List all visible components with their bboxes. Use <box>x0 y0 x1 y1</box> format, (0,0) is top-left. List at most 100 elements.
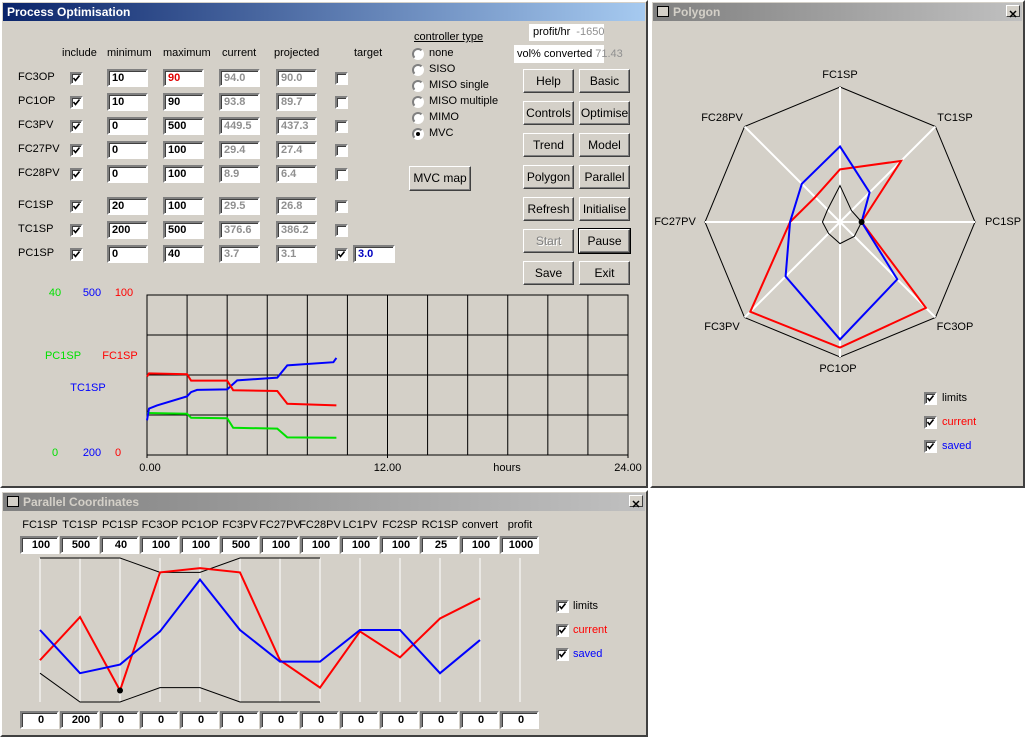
close-button[interactable] <box>1006 5 1020 18</box>
button[interactable]: Parallel <box>579 165 630 189</box>
max-field[interactable]: 25 <box>420 536 459 554</box>
projected-field[interactable]: 6.4 <box>276 165 317 183</box>
max-field[interactable]: 40 <box>100 536 139 554</box>
button[interactable]: Optimise <box>579 101 630 125</box>
button[interactable]: Basic <box>579 69 630 93</box>
button[interactable]: Save <box>523 261 574 285</box>
radio-button[interactable] <box>412 128 424 140</box>
projected-field[interactable]: 27.4 <box>276 141 317 159</box>
current-field[interactable]: 93.8 <box>219 93 260 111</box>
projected-field[interactable]: 26.8 <box>276 197 317 215</box>
minimum-field[interactable]: 0 <box>107 117 148 135</box>
max-field[interactable]: 1000 <box>500 536 539 554</box>
minimum-field[interactable]: 200 <box>107 221 148 239</box>
minimum-field[interactable]: 0 <box>107 141 148 159</box>
maximum-field[interactable]: 500 <box>163 117 204 135</box>
button[interactable]: MVC map <box>409 166 471 191</box>
legend-checkbox[interactable] <box>556 600 569 613</box>
min-field[interactable]: 0 <box>340 711 379 729</box>
target-checkbox[interactable] <box>335 144 348 157</box>
max-field[interactable]: 100 <box>20 536 59 554</box>
projected-field[interactable]: 3.1 <box>276 245 317 263</box>
button[interactable]: Polygon <box>523 165 574 189</box>
close-button[interactable] <box>629 495 643 508</box>
radio-button[interactable] <box>412 96 424 108</box>
max-field[interactable]: 100 <box>180 536 219 554</box>
min-field[interactable]: 0 <box>300 711 339 729</box>
target-checkbox[interactable] <box>335 120 348 133</box>
max-field[interactable]: 100 <box>260 536 299 554</box>
radio-button[interactable] <box>412 64 424 76</box>
radio-button[interactable] <box>412 112 424 124</box>
minimum-field[interactable]: 20 <box>107 197 148 215</box>
min-field[interactable]: 200 <box>60 711 99 729</box>
min-field[interactable]: 0 <box>380 711 419 729</box>
current-field[interactable]: 449.5 <box>219 117 260 135</box>
target-field[interactable]: 3.0 <box>353 245 395 263</box>
radio-button[interactable] <box>412 80 424 92</box>
target-checkbox[interactable] <box>335 96 348 109</box>
maximum-field[interactable]: 100 <box>163 197 204 215</box>
max-field[interactable]: 500 <box>220 536 259 554</box>
current-field[interactable]: 8.9 <box>219 165 260 183</box>
include-checkbox[interactable] <box>70 96 83 109</box>
legend-checkbox[interactable] <box>556 648 569 661</box>
max-field[interactable]: 100 <box>340 536 379 554</box>
button[interactable]: Initialise <box>579 197 630 221</box>
include-checkbox[interactable] <box>70 120 83 133</box>
max-field[interactable]: 100 <box>140 536 179 554</box>
min-field[interactable]: 0 <box>500 711 539 729</box>
minimum-field[interactable]: 0 <box>107 165 148 183</box>
min-field[interactable]: 0 <box>460 711 499 729</box>
current-field[interactable]: 3.7 <box>219 245 260 263</box>
include-checkbox[interactable] <box>70 72 83 85</box>
target-checkbox[interactable] <box>335 224 348 237</box>
legend-checkbox[interactable] <box>924 416 937 429</box>
max-field[interactable]: 500 <box>60 536 99 554</box>
button[interactable]: Trend <box>523 133 574 157</box>
current-field[interactable]: 29.4 <box>219 141 260 159</box>
max-field[interactable]: 100 <box>380 536 419 554</box>
min-field[interactable]: 0 <box>220 711 259 729</box>
button[interactable]: Exit <box>579 261 630 285</box>
button[interactable]: Model <box>579 133 630 157</box>
current-field[interactable]: 376.6 <box>219 221 260 239</box>
max-field[interactable]: 100 <box>460 536 499 554</box>
target-checkbox[interactable] <box>335 72 348 85</box>
maximum-field[interactable]: 100 <box>163 141 204 159</box>
target-checkbox[interactable] <box>335 248 348 261</box>
maximum-field[interactable]: 500 <box>163 221 204 239</box>
target-checkbox[interactable] <box>335 200 348 213</box>
min-field[interactable]: 0 <box>100 711 139 729</box>
minimum-field[interactable]: 10 <box>107 69 148 87</box>
radio-button[interactable] <box>412 48 424 60</box>
include-checkbox[interactable] <box>70 224 83 237</box>
min-field[interactable]: 0 <box>140 711 179 729</box>
min-field[interactable]: 0 <box>180 711 219 729</box>
button[interactable]: Help <box>523 69 574 93</box>
legend-checkbox[interactable] <box>924 440 937 453</box>
maximum-field[interactable]: 100 <box>163 165 204 183</box>
current-field[interactable]: 94.0 <box>219 69 260 87</box>
button[interactable]: Refresh <box>523 197 574 221</box>
maximum-field[interactable]: 40 <box>163 245 204 263</box>
min-field[interactable]: 0 <box>260 711 299 729</box>
include-checkbox[interactable] <box>70 144 83 157</box>
legend-checkbox[interactable] <box>556 624 569 637</box>
maximum-field[interactable]: 90 <box>163 93 204 111</box>
include-checkbox[interactable] <box>70 248 83 261</box>
legend-checkbox[interactable] <box>924 392 937 405</box>
maximum-field[interactable]: 90 <box>163 69 204 87</box>
minimum-field[interactable]: 0 <box>107 245 148 263</box>
projected-field[interactable]: 437.3 <box>276 117 317 135</box>
max-field[interactable]: 100 <box>300 536 339 554</box>
include-checkbox[interactable] <box>70 200 83 213</box>
projected-field[interactable]: 386.2 <box>276 221 317 239</box>
minimum-field[interactable]: 10 <box>107 93 148 111</box>
button[interactable]: Pause <box>578 228 631 254</box>
current-field[interactable]: 29.5 <box>219 197 260 215</box>
target-checkbox[interactable] <box>335 168 348 181</box>
button[interactable]: Controls <box>523 101 574 125</box>
projected-field[interactable]: 90.0 <box>276 69 317 87</box>
min-field[interactable]: 0 <box>20 711 59 729</box>
